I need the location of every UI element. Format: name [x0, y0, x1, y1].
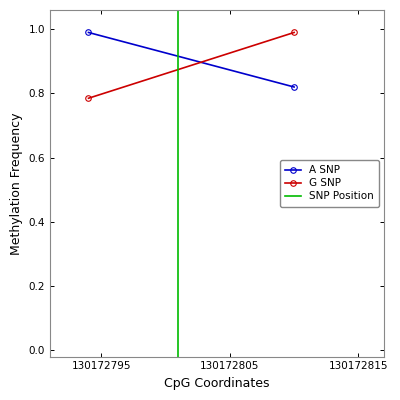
Line: G SNP: G SNP — [86, 30, 297, 101]
G SNP — [86, 96, 91, 101]
Line: A SNP: A SNP — [86, 30, 297, 90]
X-axis label: CpG Coordinates: CpG Coordinates — [164, 377, 270, 390]
Y-axis label: Methylation Frequency: Methylation Frequency — [10, 112, 23, 254]
Legend: A SNP, G SNP, SNP Position: A SNP, G SNP, SNP Position — [280, 160, 379, 207]
A SNP — [86, 30, 91, 35]
A SNP — [292, 85, 296, 90]
G SNP — [292, 30, 296, 35]
